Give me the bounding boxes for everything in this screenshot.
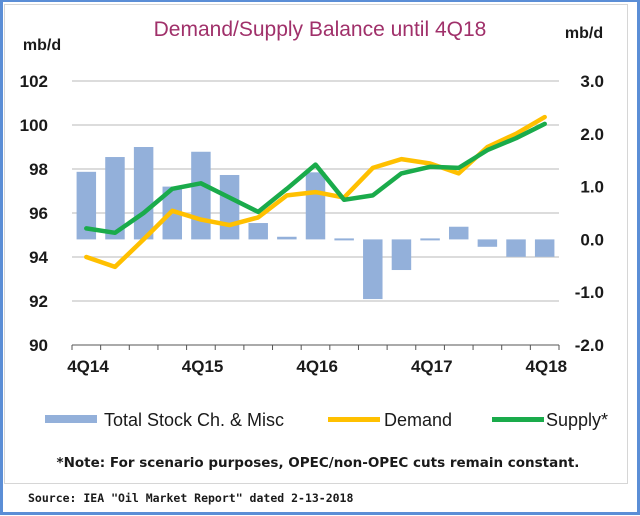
right-axis-unit: mb/d	[565, 25, 603, 42]
bar-1Q15	[105, 157, 125, 240]
bar-4Q14	[76, 171, 97, 240]
left-tick-label: 98	[29, 160, 48, 179]
legend-label-demand: Demand	[384, 410, 452, 430]
bar-1Q17	[334, 238, 354, 241]
left-tick-label: 90	[29, 336, 48, 355]
legend-swatch-supply	[492, 417, 544, 422]
bar-1Q18	[448, 226, 469, 240]
left-axis-ticks: 102 100 98 96 94 92 90	[20, 72, 49, 355]
right-tick-label: -2.0	[575, 336, 604, 355]
bar-3Q17	[391, 239, 412, 271]
right-tick-label: 3.0	[580, 72, 604, 91]
right-tick-label: 1.0	[580, 178, 604, 197]
bar-3Q18	[506, 239, 526, 257]
scenario-note: *Note: For scenario purposes, OPEC/non-O…	[57, 455, 580, 471]
bar-4Q15	[191, 151, 211, 240]
x-tick-label: 4Q18	[526, 357, 568, 376]
legend-label-stock: Total Stock Ch. & Misc	[104, 410, 284, 430]
bar-3Q16	[277, 236, 297, 240]
legend: Total Stock Ch. & Misc Demand Supply*	[45, 410, 608, 430]
left-tick-label: 102	[20, 72, 48, 91]
x-tick-label: 4Q15	[182, 357, 224, 376]
line-supply	[84, 121, 547, 236]
legend-label-supply: Supply*	[546, 410, 608, 430]
bar-2Q17	[363, 239, 383, 300]
source-citation: Source: IEA "Oil Market Report" dated 2-…	[28, 491, 353, 505]
bar-1Q16	[219, 174, 240, 240]
legend-swatch-stock	[45, 415, 97, 423]
bar-2Q16	[248, 223, 268, 240]
chart-title: Demand/Supply Balance until 4Q18	[154, 18, 487, 41]
right-tick-label: 0.0	[580, 230, 604, 249]
left-tick-label: 94	[29, 248, 48, 267]
left-tick-label: 100	[20, 116, 48, 135]
left-tick-label: 96	[29, 204, 48, 223]
series-lines	[84, 114, 547, 270]
right-axis-ticks: 3.0 2.0 1.0 0.0 -1.0 -2.0	[575, 72, 604, 355]
gridlines	[72, 80, 559, 302]
x-axis: 4Q14 4Q15 4Q16 4Q17 4Q18	[67, 344, 568, 376]
x-tick-label: 4Q14	[67, 357, 109, 376]
bar-4Q17	[420, 238, 440, 241]
legend-swatch-demand	[328, 417, 380, 422]
bar-2Q18	[477, 239, 498, 247]
stock-change-bars	[76, 147, 555, 300]
left-axis-unit: mb/d	[23, 37, 61, 54]
right-tick-label: -1.0	[575, 283, 604, 302]
bar-4Q16	[305, 172, 326, 240]
x-tick-label: 4Q17	[411, 357, 453, 376]
left-tick-label: 92	[29, 292, 48, 311]
x-tick-label: 4Q16	[296, 357, 338, 376]
bar-2Q15	[133, 147, 154, 240]
bar-4Q18	[534, 239, 555, 257]
line-demand	[84, 114, 547, 270]
right-tick-label: 2.0	[580, 125, 604, 144]
